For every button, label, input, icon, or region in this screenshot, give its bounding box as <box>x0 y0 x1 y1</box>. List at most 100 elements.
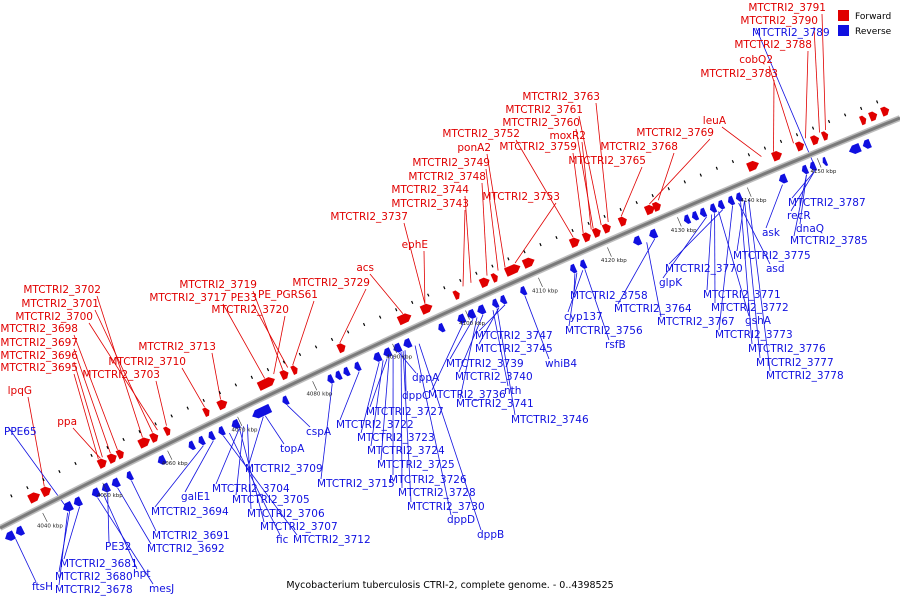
gene-label-mtctri2-3747[interactable]: MTCTRI2_3747 <box>475 330 553 342</box>
reverse-gene-25[interactable] <box>455 313 467 325</box>
gene-label-mtctri2-3692[interactable]: MTCTRI2_3692 <box>147 543 225 555</box>
reverse-gene-27[interactable] <box>475 304 487 315</box>
gene-label-mtctri2-3710[interactable]: MTCTRI2_3710 <box>108 356 186 368</box>
gene-label-mtctri2-3761[interactable]: MTCTRI2_3761 <box>505 104 583 116</box>
gene-label-mtctri2-3727[interactable]: MTCTRI2_3727 <box>366 406 444 418</box>
gene-label-mtctri2-3791[interactable]: MTCTRI2_3791 <box>748 2 826 14</box>
gene-label-mtctri2-3712[interactable]: MTCTRI2_3712 <box>293 534 371 546</box>
reverse-gene-13[interactable] <box>230 418 241 431</box>
forward-gene-3[interactable] <box>106 452 119 464</box>
gene-label-mtctri2-3749[interactable]: MTCTRI2_3749 <box>412 157 490 169</box>
gene-label-mtctri2-3700[interactable]: MTCTRI2_3700 <box>15 311 93 323</box>
gene-label-recr[interactable]: recR <box>787 210 811 222</box>
forward-gene-11[interactable] <box>279 369 290 381</box>
gene-label-mtctri2-3764[interactable]: MTCTRI2_3764 <box>614 303 692 315</box>
gene-label-mtctri2-3722[interactable]: MTCTRI2_3722 <box>336 419 414 431</box>
reverse-gene-1[interactable] <box>14 525 26 538</box>
reverse-gene-4[interactable] <box>90 487 101 499</box>
gene-label-mtctri2-3698[interactable]: MTCTRI2_3698 <box>0 323 78 335</box>
gene-label-dnaq[interactable]: dnaQ <box>796 223 824 235</box>
reverse-gene-18[interactable] <box>341 366 351 378</box>
forward-gene-8[interactable] <box>202 406 211 418</box>
gene-label-mtctri2-3729[interactable]: MTCTRI2_3729 <box>292 277 370 289</box>
gene-label-nth[interactable]: nth <box>504 385 521 397</box>
forward-gene-35[interactable] <box>880 105 891 117</box>
reverse-gene-34[interactable] <box>647 228 659 240</box>
forward-gene-27[interactable] <box>651 200 663 212</box>
gene-label-ftsh[interactable]: ftsH <box>32 581 53 593</box>
gene-label-mtctri2-3740[interactable]: MTCTRI2_3740 <box>455 371 533 383</box>
forward-gene-2[interactable] <box>96 457 109 469</box>
reverse-gene-38[interactable] <box>708 203 718 214</box>
gene-label-mtctri2-3720[interactable]: MTCTRI2_3720 <box>211 304 289 316</box>
forward-gene-30[interactable] <box>794 140 806 152</box>
gene-label-cobq2[interactable]: cobQ2 <box>739 54 773 66</box>
gene-label-mtctri2-3788[interactable]: MTCTRI2_3788 <box>734 39 812 51</box>
gene-label-mtctri2-3739[interactable]: MTCTRI2_3739 <box>446 358 524 370</box>
gene-label-mtctri2-3691[interactable]: MTCTRI2_3691 <box>152 530 230 542</box>
gene-label-mtctri2-3752[interactable]: MTCTRI2_3752 <box>442 128 520 140</box>
gene-label-cyp137[interactable]: cyp137 <box>564 311 603 323</box>
reverse-gene-8[interactable] <box>156 454 167 467</box>
gene-label-mtctri2-3753[interactable]: MTCTRI2_3753 <box>482 191 560 203</box>
gene-label-leua[interactable]: leuA <box>703 115 727 127</box>
reverse-gene-23[interactable] <box>401 338 413 350</box>
gene-label-mtctri2-3775[interactable]: MTCTRI2_3775 <box>733 250 811 262</box>
gene-label-mtctri2-3697[interactable]: MTCTRI2_3697 <box>0 337 78 349</box>
gene-label-mtctri2-3681[interactable]: MTCTRI2_3681 <box>60 558 138 570</box>
forward-gene-4[interactable] <box>115 448 126 460</box>
forward-gene-33[interactable] <box>859 115 868 126</box>
reverse-gene-30[interactable] <box>518 285 528 297</box>
gene-label-gale1[interactable]: galE1 <box>181 491 210 503</box>
gene-label-mtctri2-3713[interactable]: MTCTRI2_3713 <box>138 341 216 353</box>
reverse-gene-0[interactable] <box>3 530 17 543</box>
gene-label-mtctri2-3756[interactable]: MTCTRI2_3756 <box>565 325 643 337</box>
reverse-gene-10[interactable] <box>197 435 206 447</box>
reverse-gene-21[interactable] <box>381 347 393 359</box>
reverse-gene-47[interactable] <box>821 156 829 167</box>
gene-label-whib4[interactable]: whiB4 <box>545 358 577 370</box>
gene-label-mtctri2-3705[interactable]: MTCTRI2_3705 <box>232 494 310 506</box>
reverse-gene-31[interactable] <box>568 263 578 275</box>
gene-label-rsfb[interactable]: rsfB <box>605 339 626 351</box>
gene-label-mtctri2-3770[interactable]: MTCTRI2_3770 <box>665 263 743 275</box>
gene-label-topa[interactable]: topA <box>280 443 305 455</box>
forward-gene-29[interactable] <box>771 149 784 162</box>
reverse-gene-46[interactable] <box>861 138 872 150</box>
reverse-gene-32[interactable] <box>578 259 588 270</box>
gene-label-mtctri2-3726[interactable]: MTCTRI2_3726 <box>389 474 467 486</box>
reverse-gene-41[interactable] <box>734 192 744 203</box>
reverse-gene-35[interactable] <box>682 214 692 225</box>
gene-label-pe32[interactable]: PE32 <box>105 541 131 553</box>
gene-label-mtctri2-3763[interactable]: MTCTRI2_3763 <box>522 91 600 103</box>
gene-label-mtctri2-3741[interactable]: MTCTRI2_3741 <box>456 398 534 410</box>
gene-label-dppd[interactable]: dppD <box>447 514 475 526</box>
forward-gene-1[interactable] <box>40 485 53 498</box>
gene-label-mtctri2-3789[interactable]: MTCTRI2_3789 <box>752 27 830 39</box>
reverse-gene-7[interactable] <box>125 470 134 482</box>
gene-label-mtctri2-3730[interactable]: MTCTRI2_3730 <box>407 501 485 513</box>
reverse-gene-43[interactable] <box>800 164 810 176</box>
gene-label-mtctri2-3778[interactable]: MTCTRI2_3778 <box>766 370 844 382</box>
forward-gene-23[interactable] <box>591 226 603 238</box>
gene-label-mtctri2-3767[interactable]: MTCTRI2_3767 <box>657 316 735 328</box>
gene-label-ppe65[interactable]: PPE65 <box>4 426 37 438</box>
gene-label-mtctri2-3736[interactable]: MTCTRI2_3736 <box>428 389 506 401</box>
gene-label-mtctri2-3725[interactable]: MTCTRI2_3725 <box>377 459 455 471</box>
forward-gene-28[interactable] <box>746 159 761 172</box>
gene-label-moxr2[interactable]: moxR2 <box>549 130 586 142</box>
forward-gene-0[interactable] <box>27 490 42 504</box>
gene-label-mtctri2-3765[interactable]: MTCTRI2_3765 <box>568 155 646 167</box>
gene-label-gsha[interactable]: gshA <box>745 315 772 327</box>
gene-label-fic[interactable]: fic <box>276 534 289 546</box>
reverse-gene-33[interactable] <box>631 235 643 246</box>
forward-gene-24[interactable] <box>601 222 613 234</box>
reverse-gene-26[interactable] <box>465 308 477 320</box>
gene-label-mtctri2-3745[interactable]: MTCTRI2_3745 <box>475 343 553 355</box>
gene-label-mtctri2-3737[interactable]: MTCTRI2_3737 <box>330 211 408 223</box>
gene-label-dppc[interactable]: dppC <box>402 390 429 402</box>
gene-label-mtctri2-3703[interactable]: MTCTRI2_3703 <box>82 369 160 381</box>
gene-label-mtctri2-3719[interactable]: MTCTRI2_3719 <box>179 279 257 291</box>
forward-gene-6[interactable] <box>149 431 160 443</box>
forward-gene-10[interactable] <box>256 375 277 391</box>
